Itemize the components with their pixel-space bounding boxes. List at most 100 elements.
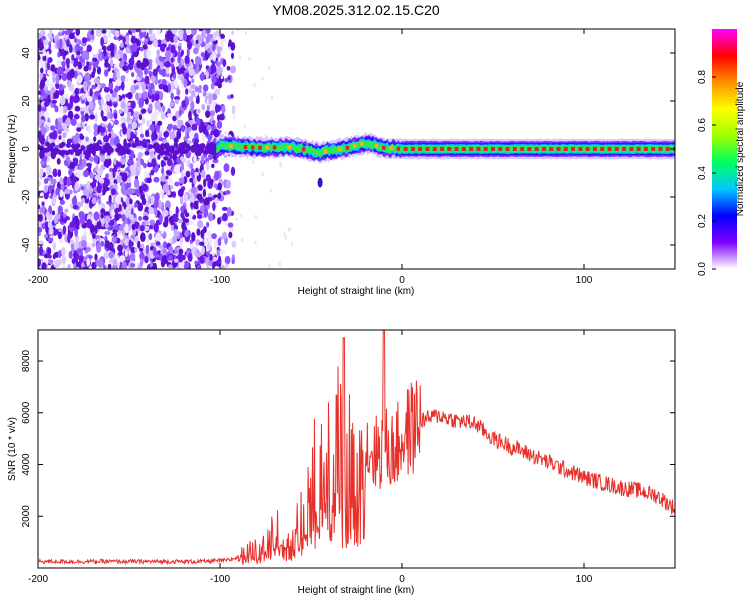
noise-blob	[57, 230, 63, 240]
noise-blob	[144, 225, 150, 232]
x-tick-label: 0	[399, 574, 405, 585]
noise-blob	[38, 145, 44, 151]
noise-blob	[67, 264, 71, 269]
noise-blob	[117, 161, 122, 167]
noise-blob	[82, 80, 88, 91]
noise-blob	[72, 204, 79, 210]
noise-blob	[152, 246, 157, 257]
band-core	[571, 147, 576, 151]
noise-blob	[149, 150, 154, 157]
noise-blob	[268, 66, 271, 71]
noise-blob	[67, 110, 74, 120]
noise-blob	[38, 221, 42, 229]
noise-blob	[202, 29, 207, 34]
noise-blob	[43, 191, 49, 200]
noise-blob	[38, 180, 41, 187]
noise-blob	[170, 56, 174, 64]
noise-blob	[111, 167, 118, 173]
noise-blob	[177, 252, 184, 263]
noise-blob	[205, 29, 211, 34]
noise-blob	[213, 183, 218, 189]
noise-blob	[107, 245, 112, 251]
noise-blob	[57, 169, 62, 177]
noise-blob	[180, 156, 185, 161]
noise-blob	[141, 82, 147, 92]
noise-blob	[47, 247, 52, 255]
noise-blob	[194, 91, 199, 97]
noise-blob	[199, 255, 205, 264]
noise-blob	[84, 203, 89, 211]
noise-blob	[104, 68, 109, 77]
noise-blob	[212, 261, 218, 267]
noise-blob	[196, 264, 201, 269]
noise-blob	[88, 193, 93, 198]
noise-blob	[96, 167, 103, 176]
noise-blob	[121, 261, 128, 269]
noise-blob	[55, 187, 61, 196]
noise-blob	[119, 255, 126, 262]
noise-blob	[107, 263, 112, 269]
noise-blob	[196, 193, 203, 201]
colorbar-scale	[712, 29, 737, 269]
noise-blob	[132, 42, 138, 53]
noise-blob	[212, 201, 216, 212]
noise-blob	[177, 50, 181, 59]
noise-blob	[41, 89, 46, 97]
noise-blob	[85, 136, 89, 142]
noise-blob	[283, 232, 286, 237]
noise-blob	[201, 246, 205, 255]
noise-blob	[124, 223, 129, 234]
noise-blob	[80, 114, 86, 123]
x-tick-label: -200	[28, 275, 48, 286]
noise-blob	[144, 67, 148, 76]
noise-blob	[270, 95, 274, 100]
noise-blob	[120, 81, 125, 91]
noise-blob	[195, 248, 199, 259]
noise-blob	[163, 209, 169, 217]
noise-blob	[181, 221, 186, 231]
noise-blob	[153, 93, 160, 102]
noise-blob	[222, 58, 227, 67]
noise-blob	[191, 123, 197, 131]
noise-blob	[103, 102, 108, 111]
noise-blob	[161, 254, 168, 265]
noise-blob	[156, 49, 161, 57]
noise-blob	[66, 78, 72, 88]
noise-blob	[65, 156, 71, 162]
colorbar-tick-label: 0.4	[697, 166, 708, 180]
noise-blob	[203, 178, 207, 188]
noise-blob	[69, 95, 74, 103]
noise-blob	[113, 119, 119, 126]
noise-blob	[76, 126, 82, 132]
noise-blob	[62, 131, 67, 139]
noise-blob	[112, 72, 117, 81]
band-core	[614, 147, 619, 151]
band-core	[592, 147, 597, 151]
noise-blob	[217, 217, 222, 225]
noise-blob	[180, 161, 184, 171]
noise-blob	[172, 152, 177, 161]
noise-blob	[97, 204, 102, 209]
noise-blob	[179, 237, 184, 244]
noise-blob	[227, 75, 231, 81]
noise-blob	[153, 176, 160, 183]
noise-blob	[94, 90, 101, 97]
noise-blob	[139, 124, 143, 134]
noise-blob	[152, 68, 158, 78]
noise-blob	[110, 42, 115, 53]
noise-blob	[132, 256, 136, 262]
noise-blob	[88, 156, 95, 162]
noise-blob	[71, 54, 75, 61]
noise-blob	[187, 95, 194, 102]
noise-blob	[69, 44, 73, 51]
noise-blob	[46, 69, 52, 76]
noise-blob	[73, 70, 78, 79]
noise-blob	[150, 169, 155, 176]
noise-blob	[164, 61, 171, 68]
noise-blob	[201, 103, 206, 111]
noise-blob	[80, 145, 86, 151]
noise-blob	[53, 91, 57, 100]
noise-blob	[199, 204, 205, 213]
noise-blob	[81, 239, 87, 249]
noise-blob	[221, 206, 228, 211]
